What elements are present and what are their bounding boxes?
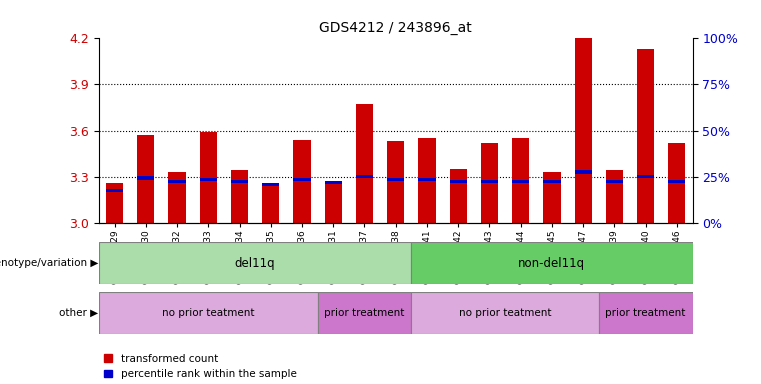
Bar [412, 292, 599, 334]
Bar [637, 49, 654, 223]
Bar [356, 175, 373, 178]
Bar [575, 170, 592, 174]
Bar [168, 172, 186, 223]
Bar [199, 178, 217, 181]
Bar [543, 172, 561, 223]
Bar [262, 183, 279, 186]
Bar [481, 180, 498, 183]
Bar [450, 180, 466, 183]
Bar [512, 138, 530, 223]
Bar [419, 138, 435, 223]
Bar [325, 183, 342, 223]
Bar [450, 169, 466, 223]
Text: non-del11q: non-del11q [518, 257, 585, 270]
Bar [356, 104, 373, 223]
Text: del11q: del11q [235, 257, 275, 270]
Bar [419, 178, 435, 181]
Bar [606, 180, 623, 183]
Bar [387, 141, 404, 223]
Bar [543, 180, 561, 183]
Bar [668, 180, 686, 183]
Text: genotype/variation ▶: genotype/variation ▶ [0, 258, 99, 268]
Bar [387, 178, 404, 181]
Bar [599, 292, 693, 334]
Bar [137, 135, 154, 223]
Bar [512, 180, 530, 183]
Bar [637, 175, 654, 178]
Bar [231, 170, 248, 223]
Bar [294, 178, 310, 181]
Title: GDS4212 / 243896_at: GDS4212 / 243896_at [320, 21, 472, 35]
Text: other ▶: other ▶ [59, 308, 99, 318]
Text: prior treatment: prior treatment [324, 308, 405, 318]
Bar [137, 177, 154, 180]
Bar [106, 189, 123, 192]
Bar [325, 181, 342, 184]
Bar [668, 143, 686, 223]
Bar [606, 170, 623, 223]
Bar [231, 180, 248, 183]
Bar [106, 183, 123, 223]
Bar [294, 140, 310, 223]
Text: no prior teatment: no prior teatment [459, 308, 551, 318]
Bar [262, 183, 279, 223]
Text: no prior teatment: no prior teatment [162, 308, 254, 318]
Bar [168, 180, 186, 183]
Bar [481, 143, 498, 223]
Legend: transformed count, percentile rank within the sample: transformed count, percentile rank withi… [104, 354, 297, 379]
Bar [317, 292, 412, 334]
Bar [575, 38, 592, 223]
Bar [412, 242, 693, 284]
Bar [99, 242, 412, 284]
Text: prior treatment: prior treatment [606, 308, 686, 318]
Bar [199, 132, 217, 223]
Bar [99, 292, 317, 334]
